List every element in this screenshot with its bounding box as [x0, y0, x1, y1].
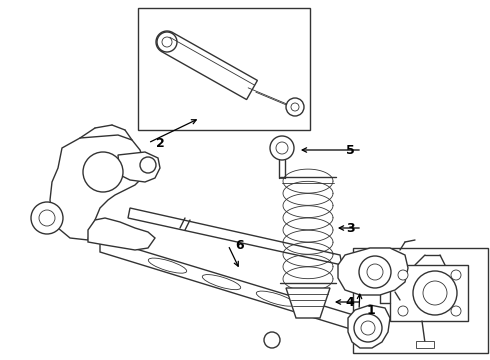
- Circle shape: [39, 210, 55, 226]
- Circle shape: [398, 270, 408, 280]
- Circle shape: [398, 306, 408, 316]
- Polygon shape: [156, 31, 172, 51]
- Text: 4: 4: [345, 296, 354, 309]
- Circle shape: [276, 142, 288, 154]
- Circle shape: [359, 256, 391, 288]
- Text: 6: 6: [236, 239, 245, 252]
- Circle shape: [286, 98, 304, 116]
- Polygon shape: [100, 238, 370, 335]
- Polygon shape: [88, 218, 155, 250]
- Circle shape: [451, 270, 461, 280]
- Circle shape: [291, 103, 299, 111]
- Circle shape: [31, 202, 63, 234]
- Polygon shape: [118, 152, 160, 182]
- Circle shape: [270, 136, 294, 160]
- Polygon shape: [286, 288, 330, 318]
- Polygon shape: [50, 135, 145, 240]
- Text: 3: 3: [345, 221, 354, 234]
- Circle shape: [451, 306, 461, 316]
- Circle shape: [162, 37, 172, 47]
- Circle shape: [367, 264, 383, 280]
- Circle shape: [354, 314, 382, 342]
- Bar: [416, 341, 434, 348]
- Circle shape: [157, 32, 177, 52]
- Circle shape: [83, 152, 123, 192]
- Text: 5: 5: [345, 144, 354, 157]
- Polygon shape: [390, 265, 468, 321]
- Polygon shape: [128, 208, 342, 265]
- Polygon shape: [162, 32, 257, 100]
- Bar: [353, 248, 488, 353]
- Circle shape: [140, 157, 156, 173]
- Ellipse shape: [148, 258, 187, 273]
- Ellipse shape: [256, 291, 294, 306]
- Circle shape: [361, 321, 375, 335]
- Text: 2: 2: [156, 136, 164, 149]
- Bar: [138, 8, 310, 130]
- Ellipse shape: [202, 275, 241, 290]
- Circle shape: [423, 281, 447, 305]
- Polygon shape: [348, 305, 390, 348]
- Circle shape: [264, 332, 280, 348]
- Polygon shape: [338, 248, 408, 295]
- Circle shape: [413, 271, 457, 315]
- Text: 1: 1: [367, 303, 375, 316]
